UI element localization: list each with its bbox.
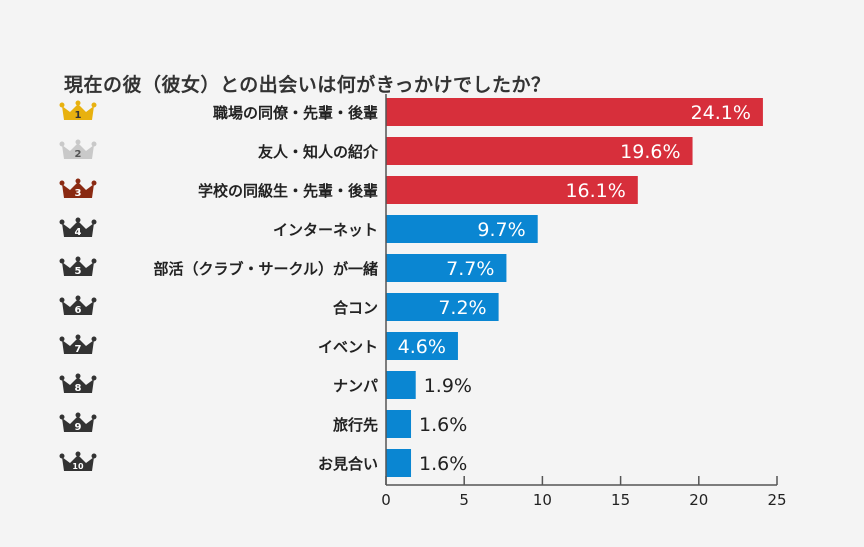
crown-rank-number: 2 — [75, 149, 82, 160]
crown-rank-5-icon: 5 — [59, 256, 97, 277]
x-tick-label-10: 10 — [533, 491, 552, 509]
bar-10 — [386, 449, 412, 477]
x-tick-label-0: 0 — [381, 491, 391, 509]
value-label-1: 24.1% — [691, 102, 751, 124]
crown-rank-9-icon: 9 — [59, 412, 97, 433]
crown-rank-8-icon: 8 — [59, 373, 97, 394]
bar-4 — [386, 215, 538, 243]
bar-5 — [386, 254, 507, 282]
category-label-7: イベント — [318, 338, 378, 356]
crown-rank-number: 4 — [75, 227, 82, 238]
crown-rank-1-icon: 1 — [59, 100, 97, 121]
category-label-5: 部活（クラブ・サークル）が一緒 — [153, 260, 378, 278]
value-label-9: 1.6% — [419, 414, 467, 436]
category-label-8: ナンパ — [333, 377, 378, 395]
crown-rank-number: 10 — [72, 462, 84, 471]
bar-1 — [386, 98, 763, 126]
crown-rank-2-icon: 2 — [59, 139, 97, 160]
value-label-2: 19.6% — [620, 141, 680, 163]
bar-8 — [386, 371, 416, 399]
crown-rank-6-icon: 6 — [59, 295, 97, 316]
value-label-8: 1.9% — [424, 375, 472, 397]
crown-rank-7-icon: 7 — [59, 334, 97, 355]
category-label-1: 職場の同僚・先輩・後輩 — [213, 104, 378, 122]
crown-rank-3-icon: 3 — [59, 178, 97, 199]
x-tick-label-20: 20 — [689, 491, 708, 509]
category-label-3: 学校の同級生・先輩・後輩 — [198, 182, 378, 200]
value-label-3: 16.1% — [565, 180, 625, 202]
crown-rank-number: 3 — [75, 188, 82, 199]
bar-9 — [386, 410, 412, 438]
crown-rank-number: 6 — [75, 305, 82, 316]
crown-rank-number: 7 — [75, 344, 82, 355]
crown-rank-4-icon: 4 — [59, 217, 97, 238]
crown-rank-number: 1 — [75, 110, 82, 121]
x-tick-label-5: 5 — [459, 491, 469, 509]
value-label-4: 9.7% — [477, 219, 525, 241]
value-label-6: 7.2% — [438, 297, 486, 319]
category-label-10: お見合い — [318, 455, 378, 473]
value-label-5: 7.7% — [446, 258, 494, 280]
category-label-4: インターネット — [273, 221, 378, 239]
crown-rank-number: 5 — [75, 266, 82, 277]
category-label-9: 旅行先 — [333, 416, 378, 434]
bar-6 — [386, 293, 499, 321]
crown-rank-number: 9 — [75, 422, 82, 433]
crown-rank-10-icon: 10 — [59, 451, 97, 471]
bar-7 — [386, 332, 458, 360]
chart-title: 現在の彼（彼女）との出会いは何がきっかけでしたか？ — [64, 74, 551, 96]
x-tick-label-25: 25 — [767, 491, 786, 509]
x-tick-label-15: 15 — [611, 491, 630, 509]
category-label-2: 友人・知人の紹介 — [258, 143, 379, 161]
value-label-7: 4.6% — [398, 336, 446, 358]
crown-rank-number: 8 — [75, 383, 82, 394]
bar-2 — [386, 137, 693, 165]
bar-3 — [386, 176, 638, 204]
category-label-6: 合コン — [332, 299, 378, 317]
value-label-10: 1.6% — [419, 453, 467, 475]
